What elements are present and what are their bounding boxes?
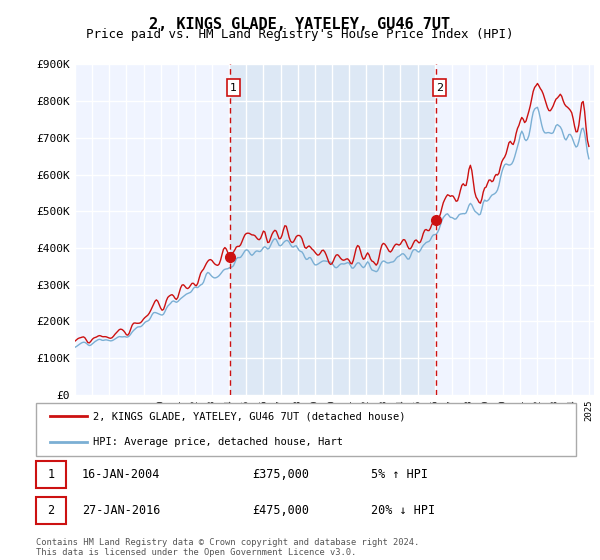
FancyBboxPatch shape bbox=[36, 497, 66, 524]
FancyBboxPatch shape bbox=[36, 461, 66, 488]
Text: Price paid vs. HM Land Registry's House Price Index (HPI): Price paid vs. HM Land Registry's House … bbox=[86, 28, 514, 41]
Bar bbox=[230, 64, 436, 395]
Bar bbox=[436, 64, 594, 395]
Text: 27-JAN-2016: 27-JAN-2016 bbox=[82, 504, 160, 517]
Text: Contains HM Land Registry data © Crown copyright and database right 2024.
This d: Contains HM Land Registry data © Crown c… bbox=[36, 538, 419, 557]
Text: 16-JAN-2004: 16-JAN-2004 bbox=[82, 468, 160, 481]
Text: 20% ↓ HPI: 20% ↓ HPI bbox=[371, 504, 435, 517]
Text: £475,000: £475,000 bbox=[252, 504, 309, 517]
Text: 2, KINGS GLADE, YATELEY, GU46 7UT: 2, KINGS GLADE, YATELEY, GU46 7UT bbox=[149, 17, 451, 32]
Text: 5% ↑ HPI: 5% ↑ HPI bbox=[371, 468, 428, 481]
Text: £375,000: £375,000 bbox=[252, 468, 309, 481]
Text: 1: 1 bbox=[230, 82, 237, 92]
Text: 1: 1 bbox=[47, 468, 55, 481]
Text: 2: 2 bbox=[436, 82, 443, 92]
Text: 2: 2 bbox=[47, 504, 55, 517]
Bar bbox=[75, 64, 230, 395]
Text: 2, KINGS GLADE, YATELEY, GU46 7UT (detached house): 2, KINGS GLADE, YATELEY, GU46 7UT (detac… bbox=[92, 412, 405, 422]
Text: HPI: Average price, detached house, Hart: HPI: Average price, detached house, Hart bbox=[92, 436, 343, 446]
FancyBboxPatch shape bbox=[36, 403, 576, 456]
